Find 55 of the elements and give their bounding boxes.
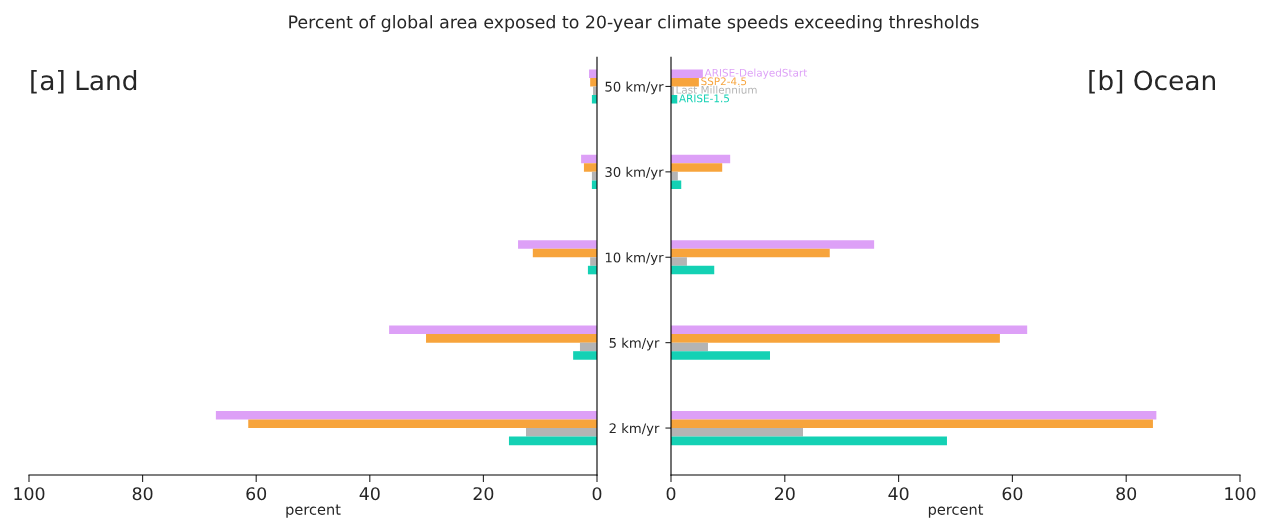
bar <box>426 334 597 343</box>
x-tick-label: 40 <box>359 487 380 501</box>
x-tick-label: 0 <box>592 487 602 501</box>
x-axis-title: percent <box>928 504 984 518</box>
bar <box>671 351 771 360</box>
text: Percent of global area exposed to 20-year climate speeds exceeding thresholds <box>289 15 979 32</box>
x-axis-title: percent <box>286 504 341 518</box>
x-tick-label: 80 <box>1116 487 1137 501</box>
bar <box>671 163 723 172</box>
x-tick-label: 100 <box>1225 487 1256 501</box>
y-tick-label: 5 km/yr <box>609 337 660 351</box>
bar <box>671 436 947 446</box>
bar <box>671 240 875 249</box>
bar <box>573 351 597 360</box>
bar <box>248 419 597 429</box>
y-tick-label: 30 km/yr <box>605 166 664 180</box>
bar <box>508 436 597 446</box>
bar <box>671 248 830 258</box>
x-tick-label: 20 <box>473 487 494 501</box>
bar <box>518 240 597 249</box>
bar <box>671 180 682 189</box>
bar <box>671 257 687 266</box>
bar <box>671 428 804 437</box>
x-tick-label: 100 <box>14 487 45 501</box>
x-tick-label: 20 <box>775 487 795 501</box>
y-tick-label: 50 km/yr <box>605 81 664 95</box>
y-tick-label: 10 km/yr <box>605 252 664 266</box>
x-tick-label: 60 <box>246 487 267 501</box>
bar <box>671 265 715 275</box>
bar <box>532 248 597 258</box>
bar <box>671 342 708 352</box>
x-tick-label: 80 <box>132 487 153 501</box>
series-label: Last Millennium <box>676 85 757 94</box>
bar <box>671 325 1028 335</box>
bar <box>671 77 699 87</box>
bar <box>389 325 597 335</box>
bar <box>215 410 597 420</box>
series-label: ARISE-1.5 <box>679 94 730 103</box>
bar <box>583 163 597 172</box>
x-tick-label: 60 <box>1002 487 1023 501</box>
series-label: SSP2-4.5 <box>701 77 747 86</box>
bar <box>526 428 597 437</box>
bar <box>589 69 597 78</box>
bar <box>671 69 703 78</box>
bar <box>671 419 1153 429</box>
bar <box>671 154 731 164</box>
bar <box>671 410 1157 420</box>
series-label: ARISE-DelayedStart <box>704 68 808 79</box>
bar <box>590 257 597 266</box>
bar <box>671 334 1000 343</box>
chart-title: [b] Ocean <box>1089 69 1215 94</box>
x-tick-label: 40 <box>888 487 909 501</box>
chart-title: [a] Land <box>31 69 137 94</box>
y-tick-label: 2 km/yr <box>609 423 660 436</box>
x-tick-label: 0 <box>666 487 676 501</box>
